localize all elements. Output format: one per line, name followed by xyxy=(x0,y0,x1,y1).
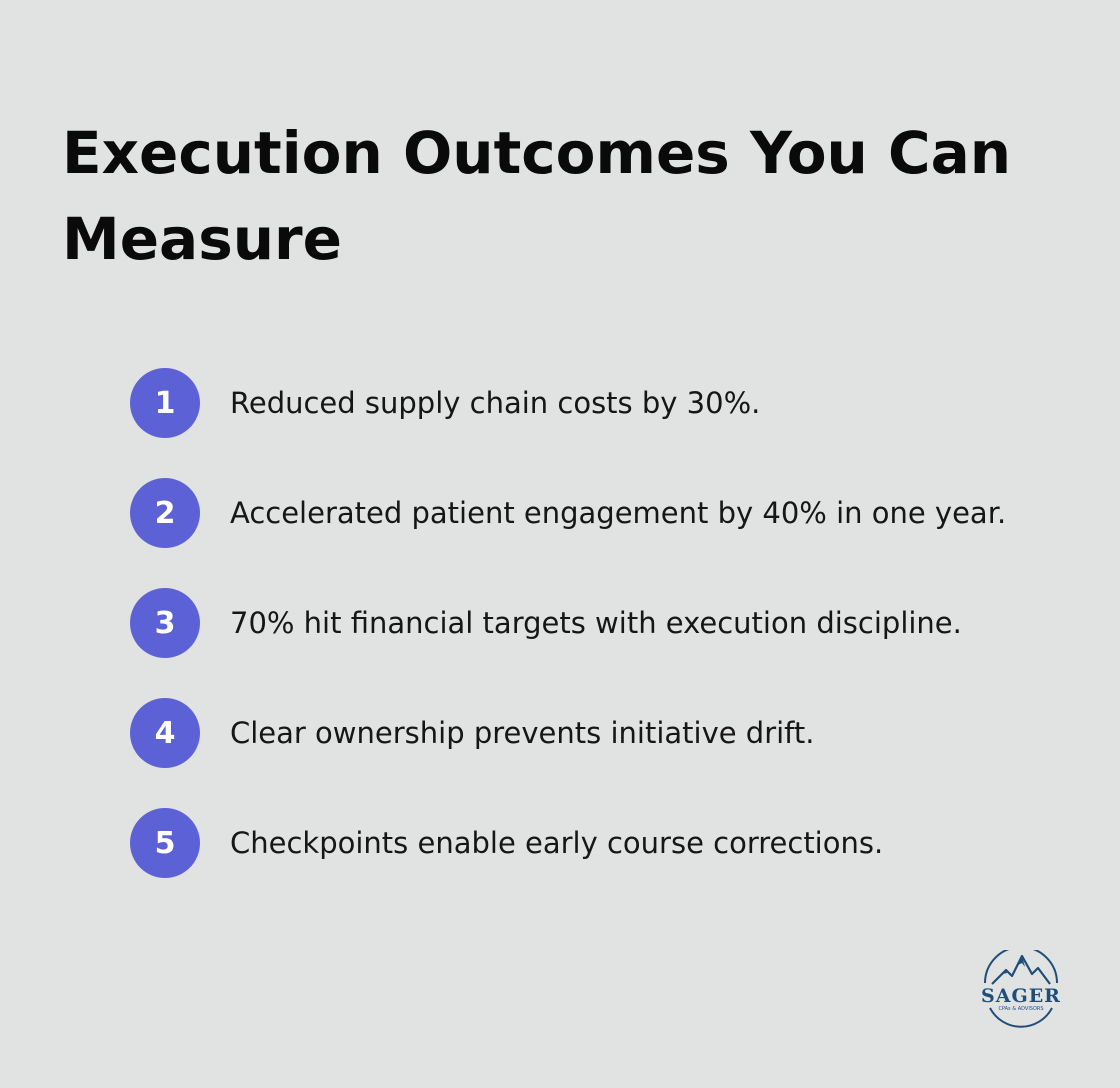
list-item: 4 Clear ownership prevents initiative dr… xyxy=(130,698,1090,768)
list-item-text: Accelerated patient engagement by 40% in… xyxy=(230,496,1007,530)
list-item-text: Reduced supply chain costs by 30%. xyxy=(230,386,761,420)
mountain-icon: SAGER CPAs & ADVISORS xyxy=(981,950,1061,1028)
number-badge: 1 xyxy=(130,368,200,438)
logo-tagline: CPAs & ADVISORS xyxy=(998,1006,1043,1012)
number-badge: 5 xyxy=(130,808,200,878)
sager-logo: SAGER CPAs & ADVISORS xyxy=(976,950,1066,1030)
number-badge: 3 xyxy=(130,588,200,658)
page-title: Execution Outcomes You Can Measure xyxy=(62,119,1012,273)
list-item-text: 70% hit financial targets with execution… xyxy=(230,606,962,640)
number-badge: 4 xyxy=(130,698,200,768)
logo-wordmark: SAGER xyxy=(981,985,1061,1007)
number-badge: 2 xyxy=(130,478,200,548)
list-item-text: Clear ownership prevents initiative drif… xyxy=(230,716,815,750)
list-item: 3 70% hit financial targets with executi… xyxy=(130,588,1090,658)
outcomes-list: 1 Reduced supply chain costs by 30%. 2 A… xyxy=(130,368,1090,918)
list-item: 1 Reduced supply chain costs by 30%. xyxy=(130,368,1090,438)
list-item-text: Checkpoints enable early course correcti… xyxy=(230,826,884,860)
list-item: 2 Accelerated patient engagement by 40% … xyxy=(130,478,1090,548)
list-item: 5 Checkpoints enable early course correc… xyxy=(130,808,1090,878)
